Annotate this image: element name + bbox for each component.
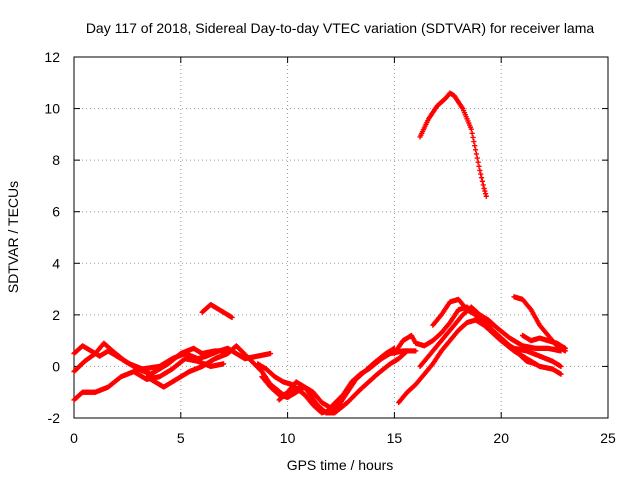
- data-point: [558, 363, 564, 370]
- x-tick-label: 0: [70, 430, 78, 446]
- data-point: [229, 314, 235, 321]
- y-tick-label: 4: [52, 255, 60, 271]
- data-point: [475, 159, 481, 165]
- series-track-15: [417, 90, 489, 199]
- data-point: [532, 361, 538, 367]
- data-point: [482, 188, 488, 194]
- chart-title: Day 117 of 2018, Sidereal Day-to-day VTE…: [86, 20, 595, 36]
- y-tick-label: 8: [52, 152, 60, 168]
- data-point: [469, 130, 475, 136]
- x-axis-label: GPS time / hours: [287, 457, 394, 473]
- data-point: [483, 193, 489, 199]
- plot-frame: [73, 56, 609, 419]
- data-point: [480, 182, 486, 188]
- y-tick-label: 0: [52, 358, 60, 374]
- series-track-11: [417, 304, 564, 370]
- data-point: [220, 361, 227, 367]
- data-point: [413, 348, 419, 354]
- x-tick-label: 20: [493, 430, 509, 446]
- data-point: [478, 175, 485, 181]
- data-point: [482, 191, 489, 197]
- y-tick-label: 10: [44, 101, 60, 117]
- data-point: [477, 167, 483, 174]
- data-point: [479, 178, 486, 184]
- data-point: [472, 147, 479, 153]
- series-track-10: [396, 317, 564, 406]
- data-points: [71, 90, 568, 416]
- data-point: [558, 371, 564, 377]
- x-tick-label: 5: [177, 430, 185, 446]
- data-point: [471, 138, 477, 145]
- y-tick-label: 12: [44, 49, 60, 65]
- y-tick-label: -2: [48, 410, 61, 426]
- series-track-14: [519, 332, 568, 351]
- series-track-8: [276, 348, 410, 416]
- y-tick-label: 6: [52, 204, 60, 220]
- axis-ticks: 0 5 10 15 20 25 -2 0 2 4 6 8 10 12: [44, 49, 616, 446]
- data-point: [481, 185, 487, 192]
- series-track-5: [199, 301, 235, 321]
- y-tick-label: 2: [52, 307, 60, 323]
- data-point: [470, 134, 476, 141]
- data-point: [562, 345, 568, 351]
- data-point: [478, 171, 484, 177]
- data-point: [404, 348, 410, 354]
- data-point: [403, 349, 409, 355]
- series-track-12: [430, 296, 538, 367]
- data-point: [468, 126, 474, 132]
- y-axis-label: SDTVAR / TECUs: [5, 181, 21, 293]
- x-tick-label: 25: [600, 430, 616, 446]
- data-point: [476, 163, 482, 169]
- data-point: [472, 143, 478, 149]
- data-point: [267, 350, 274, 357]
- series-track-2: [71, 340, 231, 377]
- x-tick-label: 15: [387, 430, 403, 446]
- data-point: [474, 155, 480, 161]
- x-tick-label: 10: [280, 430, 296, 446]
- data-point: [473, 151, 480, 157]
